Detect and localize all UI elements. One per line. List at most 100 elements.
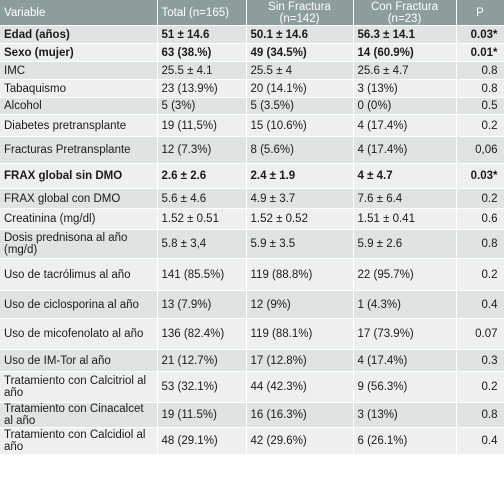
cell-p: 0.2 xyxy=(456,114,504,137)
cell-sin-fractura: 17 (12.8%) xyxy=(246,349,354,372)
table-row: FRAX global con DMO 5.6 ± 4.6 4.9 ± 3.7 7.6… xyxy=(0,188,504,209)
cell-variable: Tratamiento con Cinacalcet al año xyxy=(0,402,158,428)
cell-sin-fractura: 44 (42.3%) xyxy=(246,371,354,403)
table-row: Diabetes pretransplante 19 (11,5%) 15 (10.… xyxy=(0,114,504,137)
cell-total: 63 (38.%) xyxy=(157,43,247,62)
cell-sin-fractura: 5.9 ± 3.5 xyxy=(246,229,354,259)
cell-sin-fractura: 49 (34.5%) xyxy=(246,43,354,62)
cell-total: 25.5 ± 4.1 xyxy=(157,61,247,80)
cell-sin-fractura: 8 (5.6%) xyxy=(246,136,354,164)
cell-sin-fractura: 15 (10.6%) xyxy=(246,114,354,137)
cell-variable: Uso de tacrólimus al año xyxy=(0,258,158,291)
cell-variable: Diabetes pretransplante xyxy=(0,114,158,137)
cell-variable: Tabaquismo xyxy=(0,79,158,98)
cell-con-fractura: 22 (95.7%) xyxy=(353,258,457,291)
cell-sin-fractura: 1.52 ± 0.52 xyxy=(246,208,354,230)
table-row: Alcohol 5 (3%) 5 (3.5%) 0 (0%) 0.5 xyxy=(0,97,504,115)
table-row: Uso de micofenolato al año 136 (82.4%) 119… xyxy=(0,318,504,350)
cell-sin-fractura: 5 (3.5%) xyxy=(246,97,354,115)
cell-p: 0.8 xyxy=(456,229,504,259)
table-row: Dosis prednisona al año (mg/d) 5.8 ± 3,4 5… xyxy=(0,229,504,259)
cell-p: 0.8 xyxy=(456,79,504,98)
cell-con-fractura: 9 (56.3%) xyxy=(353,371,457,403)
cell-variable: Tratamiento con Calcidiol al año xyxy=(0,427,158,455)
cell-con-fractura: 4 (17.4%) xyxy=(353,349,457,372)
cell-sin-fractura: 4.9 ± 3.7 xyxy=(246,188,354,209)
table-row: Tabaquismo 23 (13.9%) 20 (14.1%) 3 (13%) 0.8 xyxy=(0,79,504,98)
cell-con-fractura: 3 (13%) xyxy=(353,79,457,98)
cell-con-fractura: 56.3 ± 14.1 xyxy=(353,25,457,44)
cell-variable: Uso de IM-Tor al año xyxy=(0,349,158,372)
cell-variable: Fracturas Pretransplante xyxy=(0,136,158,164)
header-row: Variable Total (n=165) Sin Fractura (n=1… xyxy=(0,0,504,26)
cell-p: 0.8 xyxy=(456,402,504,428)
cell-variable: Alcohol xyxy=(0,97,158,115)
cell-p: 0.2 xyxy=(456,258,504,291)
cell-variable: Uso de micofenolato al año xyxy=(0,318,158,350)
cell-variable: FRAX global sin DMO xyxy=(0,163,158,189)
table-row: Tratamiento con Calcitriol al año 53 (32.… xyxy=(0,371,504,403)
cell-con-fractura: 5.9 ± 2.6 xyxy=(353,229,457,259)
cell-variable: Dosis prednisona al año (mg/d) xyxy=(0,229,158,259)
cell-total: 5 (3%) xyxy=(157,97,247,115)
cell-total: 51 ± 14.6 xyxy=(157,25,247,44)
cell-p: 0.03* xyxy=(456,25,504,44)
cell-con-fractura: 7.6 ± 6.4 xyxy=(353,188,457,209)
cell-sin-fractura: 42 (29.6%) xyxy=(246,427,354,455)
table-row: Tratamiento con Cinacalcet al año 19 (11.… xyxy=(0,402,504,428)
cell-con-fractura: 4 (17.4%) xyxy=(353,136,457,164)
cell-p: 0.4 xyxy=(456,290,504,319)
cell-variable: FRAX global con DMO xyxy=(0,188,158,209)
table-row: Creatinina (mg/dl) 1.52 ± 0.51 1.52 ± 0.52… xyxy=(0,208,504,230)
cell-variable: Creatinina (mg/dl) xyxy=(0,208,158,230)
cell-con-fractura: 25.6 ± 4.7 xyxy=(353,61,457,80)
header-sin-fractura: Sin Fractura (n=142) xyxy=(246,0,354,26)
cell-p: 0.2 xyxy=(456,371,504,403)
cell-variable: Sexo (mujer) xyxy=(0,43,158,62)
table-row: Uso de tacrólimus al año 141 (85.5%) 119 (… xyxy=(0,258,504,291)
cell-con-fractura: 1 (4.3%) xyxy=(353,290,457,319)
cell-p: 0.6 xyxy=(456,208,504,230)
cell-total: 1.52 ± 0.51 xyxy=(157,208,247,230)
cell-total: 13 (7.9%) xyxy=(157,290,247,319)
cell-p: 0.01* xyxy=(456,43,504,62)
cell-total: 21 (12.7%) xyxy=(157,349,247,372)
cell-p: 0,06 xyxy=(456,136,504,164)
cell-p: 0.4 xyxy=(456,427,504,455)
table-row: Fracturas Pretransplante 12 (7.3%) 8 (5.6%… xyxy=(0,136,504,164)
cell-sin-fractura: 119 (88.8%) xyxy=(246,258,354,291)
cell-variable: Edad (años) xyxy=(0,25,158,44)
cell-total: 23 (13.9%) xyxy=(157,79,247,98)
header-variable: Variable xyxy=(0,0,158,26)
cell-p: 0.03* xyxy=(456,163,504,189)
table-row: Edad (años) 51 ± 14.6 50.1 ± 14.6 56.3 ± 14… xyxy=(0,25,504,44)
cell-p: 0.07 xyxy=(456,318,504,350)
cell-total: 141 (85.5%) xyxy=(157,258,247,291)
cell-total: 5.8 ± 3,4 xyxy=(157,229,247,259)
table-row: Uso de ciclosporina al año 13 (7.9%) 12 (9… xyxy=(0,290,504,319)
cell-con-fractura: 0 (0%) xyxy=(353,97,457,115)
cell-sin-fractura: 2.4 ± 1.9 xyxy=(246,163,354,189)
cell-con-fractura: 1.51 ± 0.41 xyxy=(353,208,457,230)
header-total: Total (n=165) xyxy=(157,0,247,26)
table-row: Tratamiento con Calcidiol al año 48 (29.1… xyxy=(0,427,504,455)
cell-sin-fractura: 119 (88.1%) xyxy=(246,318,354,350)
cell-variable: IMC xyxy=(0,61,158,80)
cell-sin-fractura: 25.5 ± 4 xyxy=(246,61,354,80)
cell-variable: Tratamiento con Calcitriol al año xyxy=(0,371,158,403)
cell-con-fractura: 4 ± 4.7 xyxy=(353,163,457,189)
results-table: Variable Total (n=165) Sin Fractura (n=1… xyxy=(0,0,504,455)
table-row: Sexo (mujer) 63 (38.%) 49 (34.5%) 14 (60.9%… xyxy=(0,43,504,62)
cell-sin-fractura: 20 (14.1%) xyxy=(246,79,354,98)
table-row: IMC 25.5 ± 4.1 25.5 ± 4 25.6 ± 4.7 0.8 xyxy=(0,61,504,80)
header-p: P xyxy=(456,0,504,26)
cell-p: 0.2 xyxy=(456,188,504,209)
cell-total: 136 (82.4%) xyxy=(157,318,247,350)
cell-p: 0.3 xyxy=(456,349,504,372)
cell-variable: Uso de ciclosporina al año xyxy=(0,290,158,319)
cell-total: 48 (29.1%) xyxy=(157,427,247,455)
header-con-fractura: Con Fractura (n=23) xyxy=(353,0,457,26)
cell-total: 19 (11.5%) xyxy=(157,402,247,428)
cell-total: 12 (7.3%) xyxy=(157,136,247,164)
table-row: FRAX global sin DMO 2.6 ± 2.6 2.4 ± 1.9 4 ±… xyxy=(0,163,504,189)
